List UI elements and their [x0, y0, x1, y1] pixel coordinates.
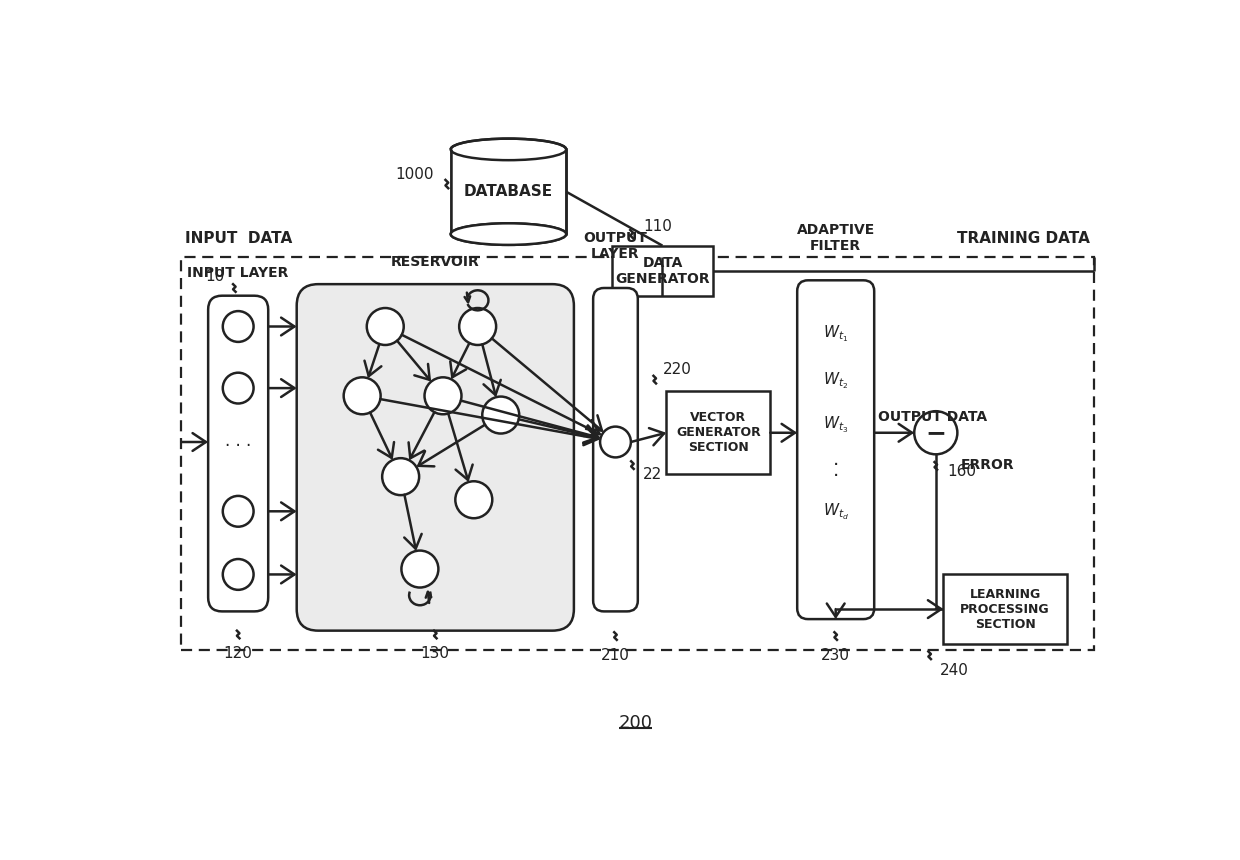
- Text: INPUT  DATA: INPUT DATA: [185, 230, 293, 246]
- Text: RESERVOIR: RESERVOIR: [391, 255, 480, 269]
- Circle shape: [367, 308, 404, 345]
- Text: 22: 22: [642, 467, 662, 482]
- FancyBboxPatch shape: [797, 280, 874, 619]
- Text: $W_{t_d}$: $W_{t_d}$: [822, 501, 848, 522]
- Bar: [666, 391, 770, 475]
- Bar: [451, 150, 565, 233]
- Text: 120: 120: [223, 646, 253, 661]
- Circle shape: [600, 427, 631, 458]
- Circle shape: [455, 482, 492, 519]
- Text: $W_{t_3}$: $W_{t_3}$: [823, 415, 848, 435]
- Circle shape: [223, 372, 253, 403]
- Circle shape: [914, 411, 957, 454]
- Text: TRAINING DATA: TRAINING DATA: [957, 230, 1090, 246]
- Ellipse shape: [450, 224, 567, 245]
- Text: ·: ·: [832, 456, 838, 475]
- Circle shape: [402, 550, 439, 587]
- Text: $W_{t_2}$: $W_{t_2}$: [823, 370, 848, 390]
- Text: INPUT LAYER: INPUT LAYER: [187, 267, 289, 280]
- Text: DATABASE: DATABASE: [464, 184, 553, 200]
- Text: VECTOR
GENERATOR
SECTION: VECTOR GENERATOR SECTION: [676, 411, 760, 454]
- Text: 1000: 1000: [396, 167, 434, 181]
- Circle shape: [223, 311, 253, 342]
- Text: ·: ·: [832, 467, 838, 486]
- Circle shape: [424, 378, 461, 415]
- FancyBboxPatch shape: [593, 288, 637, 611]
- Ellipse shape: [450, 138, 567, 160]
- Circle shape: [343, 378, 381, 415]
- Text: 160: 160: [947, 464, 976, 479]
- Text: 130: 130: [420, 646, 450, 661]
- Text: 10: 10: [205, 269, 224, 284]
- Text: DATA
GENERATOR: DATA GENERATOR: [615, 255, 709, 286]
- Circle shape: [482, 396, 520, 433]
- Circle shape: [382, 458, 419, 495]
- Bar: [944, 574, 1066, 644]
- FancyBboxPatch shape: [296, 284, 574, 630]
- Text: 240: 240: [940, 663, 968, 678]
- Text: · · ·: · · ·: [224, 437, 252, 455]
- Bar: [613, 246, 713, 296]
- Circle shape: [223, 559, 253, 590]
- Text: 230: 230: [821, 648, 851, 662]
- Circle shape: [223, 496, 253, 526]
- Circle shape: [459, 308, 496, 345]
- Text: 210: 210: [601, 648, 630, 662]
- Text: −: −: [925, 421, 946, 445]
- Text: 110: 110: [644, 219, 672, 234]
- Text: $W_{t_1}$: $W_{t_1}$: [823, 324, 848, 345]
- Text: 220: 220: [662, 362, 692, 378]
- Text: 200: 200: [619, 714, 652, 732]
- FancyBboxPatch shape: [208, 296, 268, 611]
- Text: ERROR: ERROR: [961, 458, 1014, 472]
- Text: OUTPUT
LAYER: OUTPUT LAYER: [584, 230, 647, 261]
- Bar: [181, 257, 1094, 650]
- Text: ADAPTIVE
FILTER: ADAPTIVE FILTER: [796, 223, 875, 254]
- Bar: [450, 150, 567, 234]
- Text: OUTPUT DATA: OUTPUT DATA: [878, 409, 987, 423]
- Text: LEARNING
PROCESSING
SECTION: LEARNING PROCESSING SECTION: [960, 587, 1050, 630]
- Ellipse shape: [450, 224, 567, 245]
